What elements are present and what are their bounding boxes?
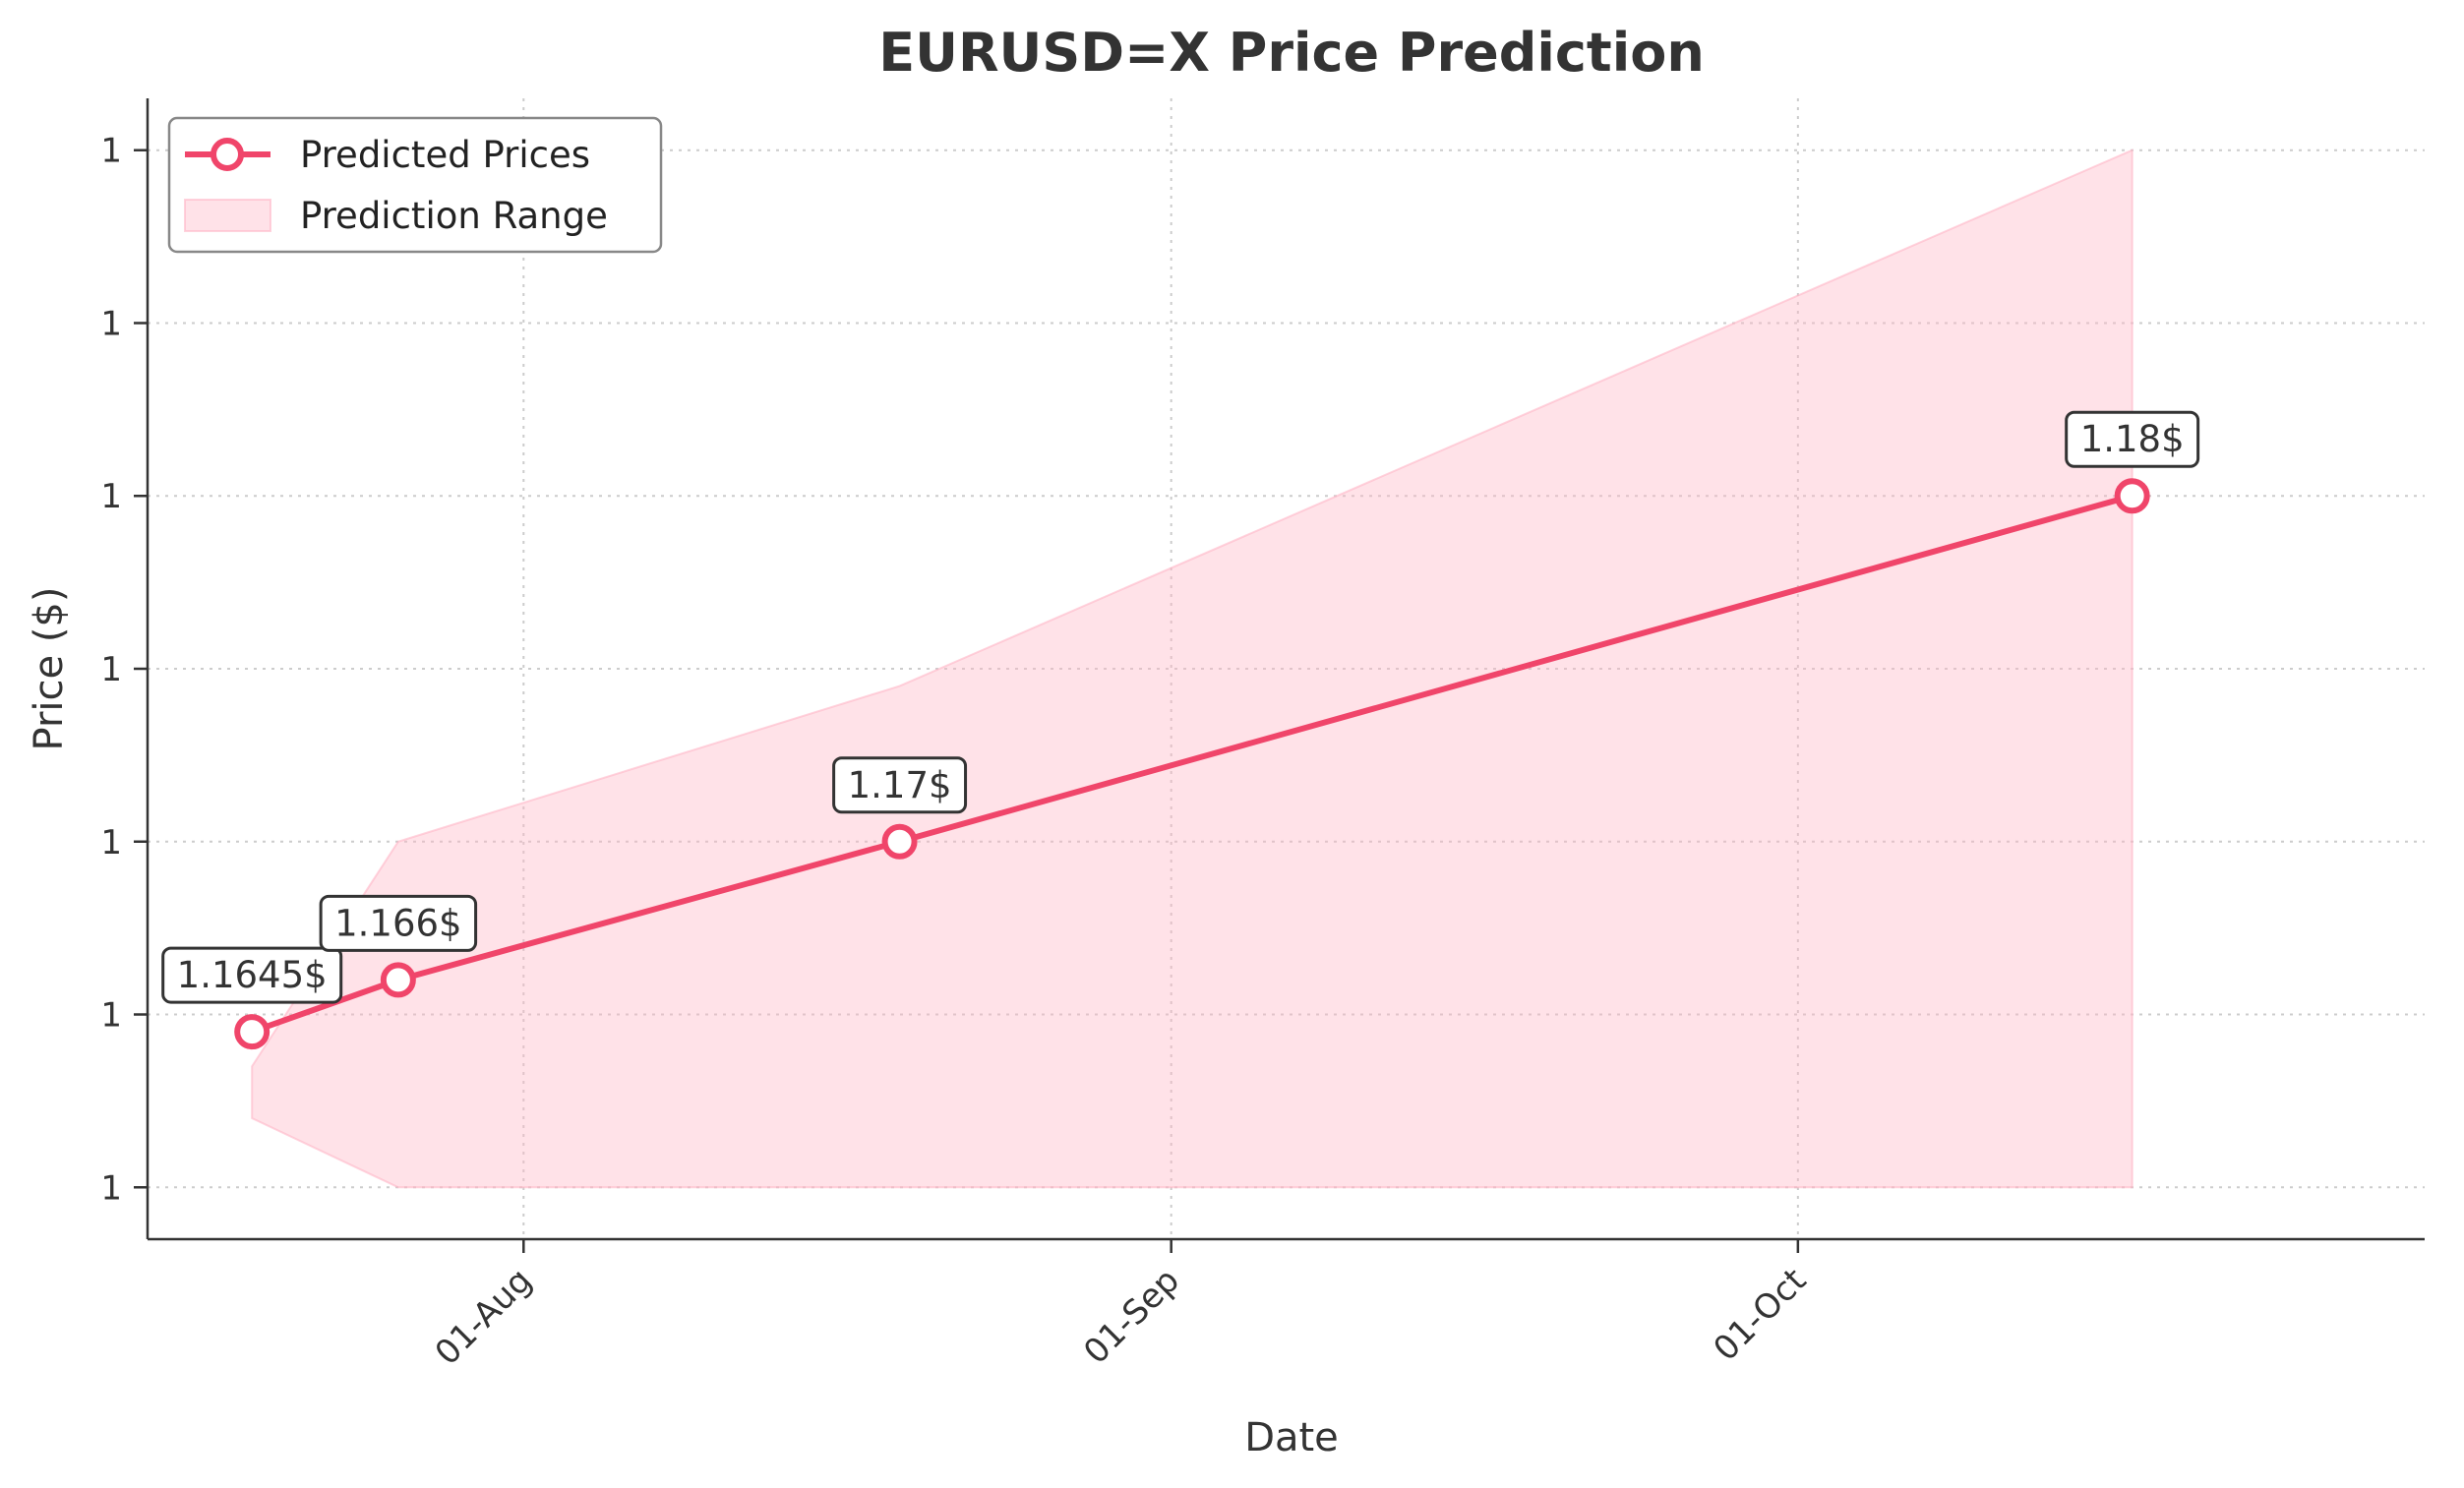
y-tick-label: 1 (100, 132, 122, 171)
data-label: 1.18$ (2065, 410, 2200, 468)
range-layer (251, 149, 2133, 1189)
prediction-range-band (251, 149, 2133, 1189)
y-tick-label: 1 (100, 650, 122, 689)
data-label-box (319, 894, 478, 952)
y-tick-label: 1 (100, 823, 122, 863)
data-label: 1.1645$ (161, 946, 343, 1004)
data-label: 1.166$ (319, 894, 478, 952)
y-axis-label: Price ($) (27, 587, 72, 751)
data-label: 1.17$ (832, 756, 968, 814)
chart-title: EURUSD=X Price Prediction (878, 22, 1705, 84)
legend-marker-swatch (210, 138, 244, 171)
predicted-price-point (234, 1014, 270, 1050)
predicted-price-point (2114, 478, 2150, 514)
legend-frame (167, 116, 663, 254)
data-label-box (832, 756, 968, 814)
data-label-text: 1.1645$ (177, 954, 328, 996)
y-tick-label: 1 (100, 1168, 122, 1208)
data-label-text: 1.18$ (2080, 418, 2185, 460)
y-tick-label: 1 (100, 304, 122, 343)
predicted-price-point (380, 962, 416, 998)
y-tick-label: 1 (100, 996, 122, 1036)
predicted-prices-line (251, 493, 2133, 1035)
legend: Predicted Prices Prediction Range (167, 116, 663, 254)
data-label-layer: 1.1645$1.166$ 1.17$ 1.18$ (161, 410, 2200, 1004)
y-tick-label: 1 (100, 477, 122, 516)
data-label-box (2065, 410, 2200, 468)
legend-entry-predicted: Predicted Prices (300, 134, 590, 176)
x-axis-label: Date (1244, 1415, 1339, 1460)
series-layer (234, 478, 2150, 1050)
predicted-price-point (881, 823, 918, 860)
legend-entry-range: Prediction Range (300, 195, 608, 237)
data-label-box (161, 946, 343, 1004)
legend-range-swatch (184, 199, 271, 232)
data-label-text: 1.17$ (848, 764, 952, 806)
data-label-text: 1.166$ (334, 902, 461, 944)
